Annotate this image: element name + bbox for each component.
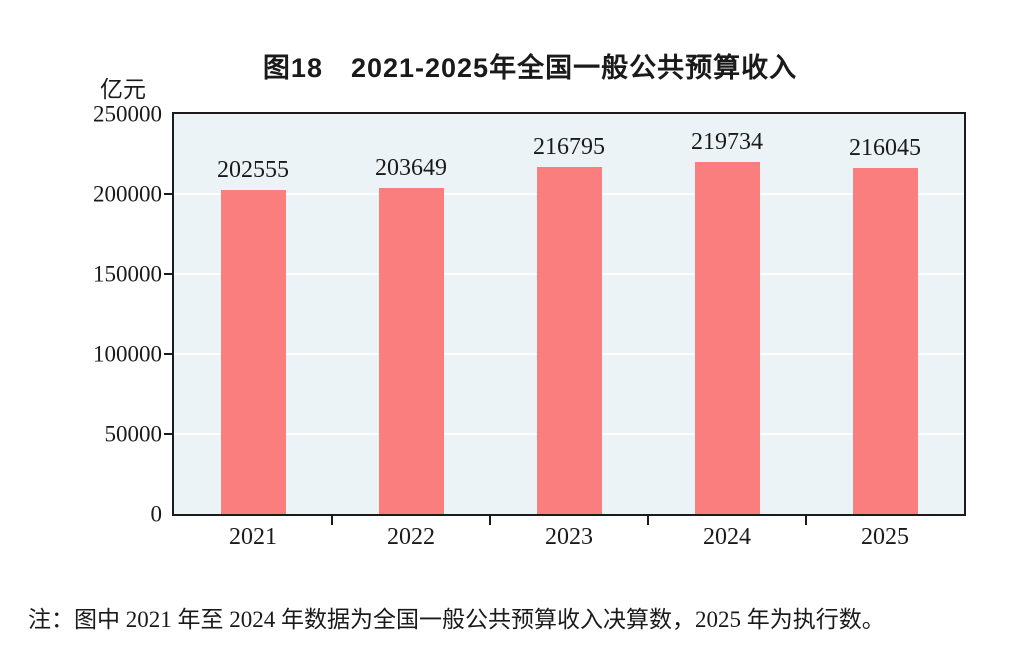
y-tick-label-200000: 200000: [93, 181, 162, 207]
y-tick-label-250000: 250000: [93, 101, 162, 127]
x-tick-label-2024: 2024: [703, 524, 751, 550]
y-tick-label-50000: 50000: [104, 421, 163, 447]
x-tick-label-2023: 2023: [545, 524, 593, 550]
x-tick-label-2025: 2025: [861, 524, 909, 550]
bar-2021: [220, 189, 286, 514]
x-tick-mark-1: [331, 516, 333, 525]
x-tick-mark-2: [489, 516, 491, 525]
bar-value-label-2025: 216045: [849, 135, 921, 162]
y-tick-mark-200000: [164, 193, 172, 195]
footnote: 注：图中 2021 年至 2024 年数据为全国一般公共预算收入决算数，2025…: [28, 607, 885, 632]
y-tick-label-0: 0: [150, 501, 163, 527]
y-tick-label-150000: 150000: [93, 261, 162, 287]
y-tick-label-100000: 100000: [93, 341, 162, 367]
y-axis-unit-label: 亿元: [100, 77, 146, 102]
bar-value-label-2023: 216795: [533, 134, 605, 161]
plot-area: 202555 203649 216795 219734 216045: [172, 112, 966, 516]
x-tick-mark-4: [805, 516, 807, 525]
y-tick-mark-50000: [164, 433, 172, 435]
bar-2022: [378, 188, 444, 514]
bar-value-label-2021: 202555: [217, 156, 289, 183]
bar-value-label-2022: 203649: [375, 155, 447, 182]
x-tick-label-2021: 2021: [229, 524, 277, 550]
x-tick-label-2022: 2022: [387, 524, 435, 550]
bar-value-label-2024: 219734: [691, 129, 763, 156]
x-tick-mark-3: [647, 516, 649, 525]
y-tick-mark-150000: [164, 273, 172, 275]
bar-2023: [536, 167, 602, 514]
bar-2025: [852, 168, 918, 514]
y-tick-mark-100000: [164, 353, 172, 355]
bar-2024: [694, 162, 760, 514]
chart-title: 图18 2021-2025年全国一般公共预算收入: [262, 53, 798, 83]
